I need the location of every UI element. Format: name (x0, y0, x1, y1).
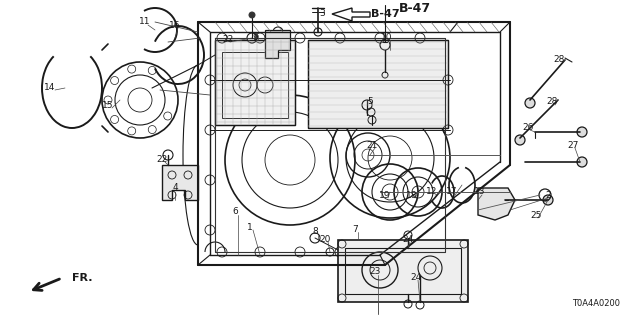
Text: 15: 15 (102, 100, 114, 109)
Text: 19: 19 (380, 190, 391, 199)
Text: T0A4A0200: T0A4A0200 (572, 299, 620, 308)
Text: B-47: B-47 (371, 9, 399, 19)
Text: 9: 9 (252, 33, 258, 42)
Text: FR.: FR. (72, 273, 93, 283)
Text: 22: 22 (156, 155, 168, 164)
Polygon shape (332, 8, 370, 21)
Text: 25: 25 (531, 211, 541, 220)
Text: 2: 2 (545, 190, 551, 199)
Text: 24: 24 (403, 235, 413, 244)
Polygon shape (162, 165, 198, 200)
Circle shape (543, 195, 553, 205)
Circle shape (525, 98, 535, 108)
Text: B-47: B-47 (399, 2, 431, 14)
Text: 20: 20 (319, 235, 331, 244)
Text: 4: 4 (172, 183, 178, 193)
Text: 24: 24 (410, 273, 422, 282)
Text: 28: 28 (547, 98, 557, 107)
Text: 8: 8 (312, 228, 318, 236)
Text: 11: 11 (140, 18, 151, 27)
Text: 3: 3 (319, 10, 325, 19)
Text: 6: 6 (232, 207, 238, 217)
Text: 18: 18 (406, 190, 418, 199)
Text: 28: 28 (554, 54, 564, 63)
Text: 1: 1 (247, 223, 253, 233)
Polygon shape (308, 40, 448, 128)
Circle shape (577, 127, 587, 137)
Circle shape (515, 135, 525, 145)
Circle shape (577, 157, 587, 167)
Text: 22: 22 (222, 35, 234, 44)
Text: 5: 5 (367, 98, 373, 107)
Polygon shape (265, 30, 290, 58)
Polygon shape (338, 240, 468, 302)
Text: 16: 16 (169, 20, 180, 29)
Polygon shape (215, 40, 295, 125)
Text: 23: 23 (369, 268, 381, 276)
Text: 27: 27 (567, 140, 579, 149)
Polygon shape (478, 188, 515, 220)
Text: 21: 21 (366, 140, 378, 149)
Circle shape (249, 12, 255, 18)
Text: 17: 17 (446, 188, 458, 196)
Text: 26: 26 (522, 123, 534, 132)
Text: 10: 10 (381, 33, 393, 42)
Text: 12: 12 (426, 188, 438, 196)
Text: 7: 7 (352, 225, 358, 234)
Text: 13: 13 (474, 188, 486, 196)
Text: 14: 14 (44, 83, 56, 92)
